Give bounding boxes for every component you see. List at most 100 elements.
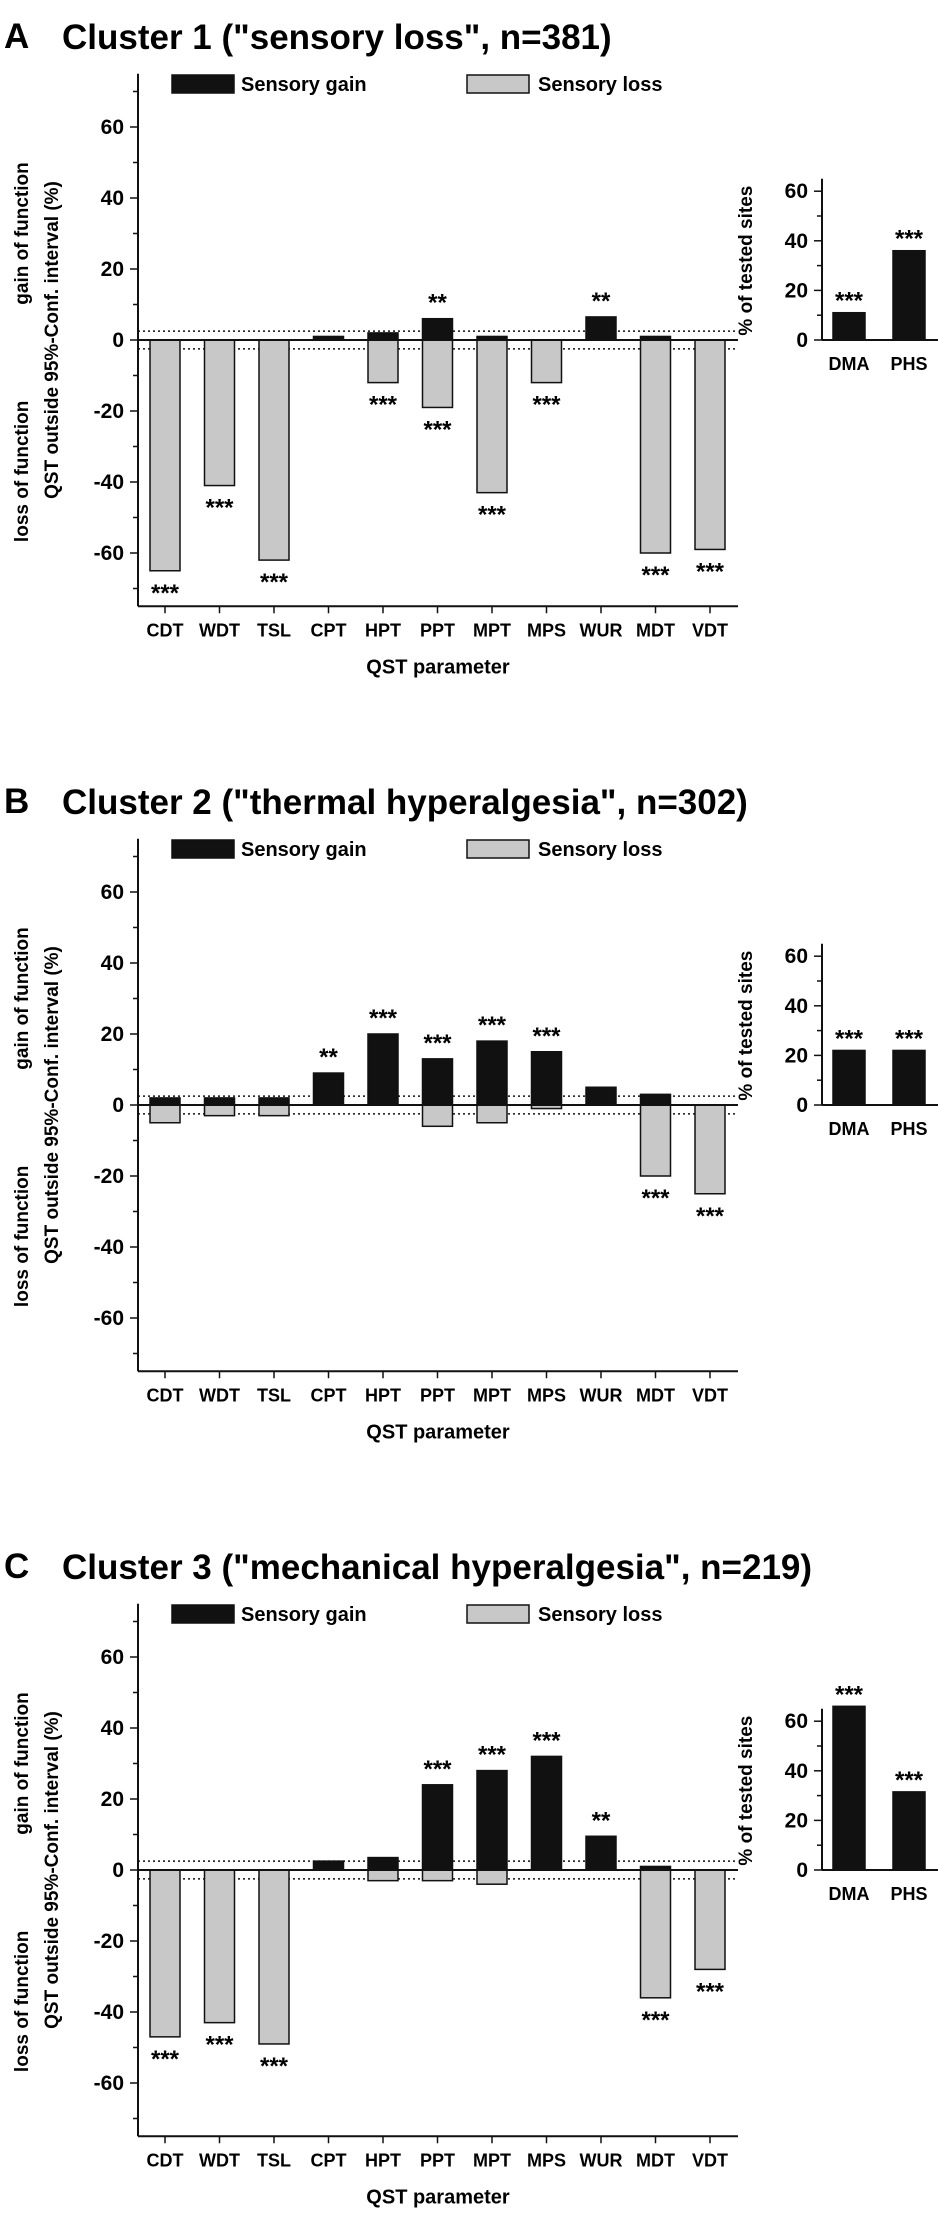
sig-gain-mpt: *** (478, 1012, 507, 1039)
panel-c: C Cluster 3 ("mechanical hyperalgesia", n… (4, 1547, 938, 2208)
y-tick-label: 40 (101, 952, 124, 975)
x-tick-label-cpt: CPT (311, 620, 347, 640)
x-tick-label-mpt: MPT (473, 2150, 511, 2170)
side-x-label-dma: DMA (829, 1884, 870, 1904)
panel-b: B Cluster 2 ("thermal hyperalgesia", n=30… (4, 782, 938, 1443)
legend-loss-swatch (466, 74, 530, 94)
bar-gain-wur (585, 316, 617, 341)
side-y-tick-label: 60 (785, 945, 808, 968)
sig-loss-mdt: *** (641, 1185, 670, 1212)
side-sig-dma: *** (835, 1025, 864, 1052)
y-tick-label: -40 (94, 1236, 124, 1259)
side-y-label: % of tested sites (736, 1716, 757, 1866)
y-tick-label: 60 (101, 116, 124, 139)
bar-gain-cpt (312, 1072, 345, 1106)
sig-gain-ppt: *** (423, 1030, 452, 1057)
side-y-tick-label: 20 (785, 279, 808, 302)
x-tick-label-wdt: WDT (199, 620, 240, 640)
side-sig-phs: *** (895, 1025, 924, 1052)
sig-gain-wur: ** (592, 288, 611, 315)
sig-gain-mps: *** (532, 1023, 561, 1050)
legend-gain-swatch (171, 74, 235, 94)
x-tick-label-vdt: VDT (692, 620, 728, 640)
bar-gain-mps (530, 1755, 563, 1871)
y-tick-label: 60 (101, 1646, 124, 1669)
y-label-gain: gain of function (12, 927, 33, 1069)
x-tick-label-tsl: TSL (257, 2150, 291, 2170)
sig-loss-ppt: *** (423, 416, 452, 443)
side-y-tick-label: 60 (785, 180, 808, 203)
panel-title: Cluster 1 ("sensory loss", n=381) (62, 18, 612, 57)
bar-gain-wur (585, 1086, 617, 1106)
bar-loss-ppt (421, 1104, 454, 1128)
bar-gain-cpt (312, 1860, 345, 1871)
x-axis-label: QST parameter (366, 2186, 510, 2208)
bar-loss-tsl (258, 1869, 290, 2045)
side-bar-phs (892, 1791, 926, 1871)
side-y-tick-label: 0 (796, 1859, 808, 1882)
sig-gain-ppt: *** (423, 1756, 452, 1783)
x-tick-label-mps: MPS (527, 1385, 566, 1405)
bar-loss-wdt (203, 339, 236, 487)
y-label-gain: gain of function (12, 162, 33, 304)
x-tick-label-vdt: VDT (692, 1385, 728, 1405)
bar-loss-mdt (639, 1869, 672, 1999)
bar-gain-tsl (258, 1097, 290, 1106)
side-y-label: % of tested sites (736, 951, 757, 1101)
side-x-label-phs: PHS (890, 1119, 927, 1139)
bar-loss-mps (530, 339, 563, 384)
bar-loss-cdt (149, 1869, 181, 2038)
x-axis-label: QST parameter (366, 656, 510, 678)
y-tick-label: -60 (94, 2072, 124, 2095)
sig-loss-vdt: *** (696, 1978, 725, 2005)
y-tick-label: -20 (94, 1930, 124, 1953)
x-tick-label-ppt: PPT (420, 2150, 455, 2170)
bar-loss-tsl (258, 339, 290, 561)
sig-loss-wdt: *** (205, 2032, 234, 2059)
panel-letter: C (4, 1547, 29, 1586)
legend-gain-swatch (171, 1604, 235, 1624)
y-label-main: QST outside 95%-Conf. interval (%) (42, 181, 63, 499)
y-tick-label: 0 (112, 1094, 124, 1117)
bar-loss-tsl (258, 1104, 290, 1117)
side-y-tick-label: 20 (785, 1044, 808, 1067)
legend-gain-label: Sensory gain (241, 1604, 367, 1626)
bar-gain-wur (585, 1835, 617, 1871)
bar-loss-hpt (367, 1869, 399, 1882)
x-tick-label-cdt: CDT (147, 1385, 184, 1405)
sig-loss-hpt: *** (369, 392, 398, 419)
bar-gain-mpt (476, 1769, 508, 1871)
side-y-tick-label: 0 (796, 329, 808, 352)
sig-loss-mpt: *** (478, 502, 507, 529)
side-bar-dma (832, 1049, 866, 1106)
y-tick-label: 40 (101, 187, 124, 210)
bar-gain-cdt (149, 1097, 181, 1106)
x-tick-label-mdt: MDT (636, 1385, 675, 1405)
x-tick-label-cdt: CDT (147, 2150, 184, 2170)
y-tick-label: 60 (101, 881, 124, 904)
sig-loss-tsl: *** (260, 569, 289, 596)
legend-loss-swatch (466, 1604, 530, 1624)
x-tick-label-wdt: WDT (199, 2150, 240, 2170)
x-tick-label-cpt: CPT (311, 2150, 347, 2170)
bar-loss-ppt (421, 1869, 454, 1882)
y-tick-label: 40 (101, 1717, 124, 1740)
x-tick-label-wur: WUR (580, 1385, 623, 1405)
side-sig-dma: *** (835, 288, 864, 315)
x-tick-label-tsl: TSL (257, 620, 291, 640)
panel-a: A Cluster 1 ("sensory loss", n=381) Sensor… (4, 17, 938, 678)
bar-loss-vdt (694, 1104, 726, 1195)
legend-loss-label: Sensory loss (538, 1604, 663, 1626)
bar-gain-ppt (421, 1058, 454, 1106)
side-sig-phs: *** (895, 1767, 924, 1794)
x-tick-label-hpt: HPT (365, 1385, 401, 1405)
panel-title: Cluster 2 ("thermal hyperalgesia", n=302… (62, 783, 748, 822)
legend-loss-label: Sensory loss (538, 74, 663, 96)
x-tick-label-mdt: MDT (636, 2150, 675, 2170)
x-tick-label-cpt: CPT (311, 1385, 347, 1405)
y-tick-label: -60 (94, 542, 124, 565)
y-tick-label: -40 (94, 471, 124, 494)
side-y-tick-label: 20 (785, 1809, 808, 1832)
bar-loss-wdt (203, 1104, 236, 1117)
bar-loss-wdt (203, 1869, 236, 2024)
